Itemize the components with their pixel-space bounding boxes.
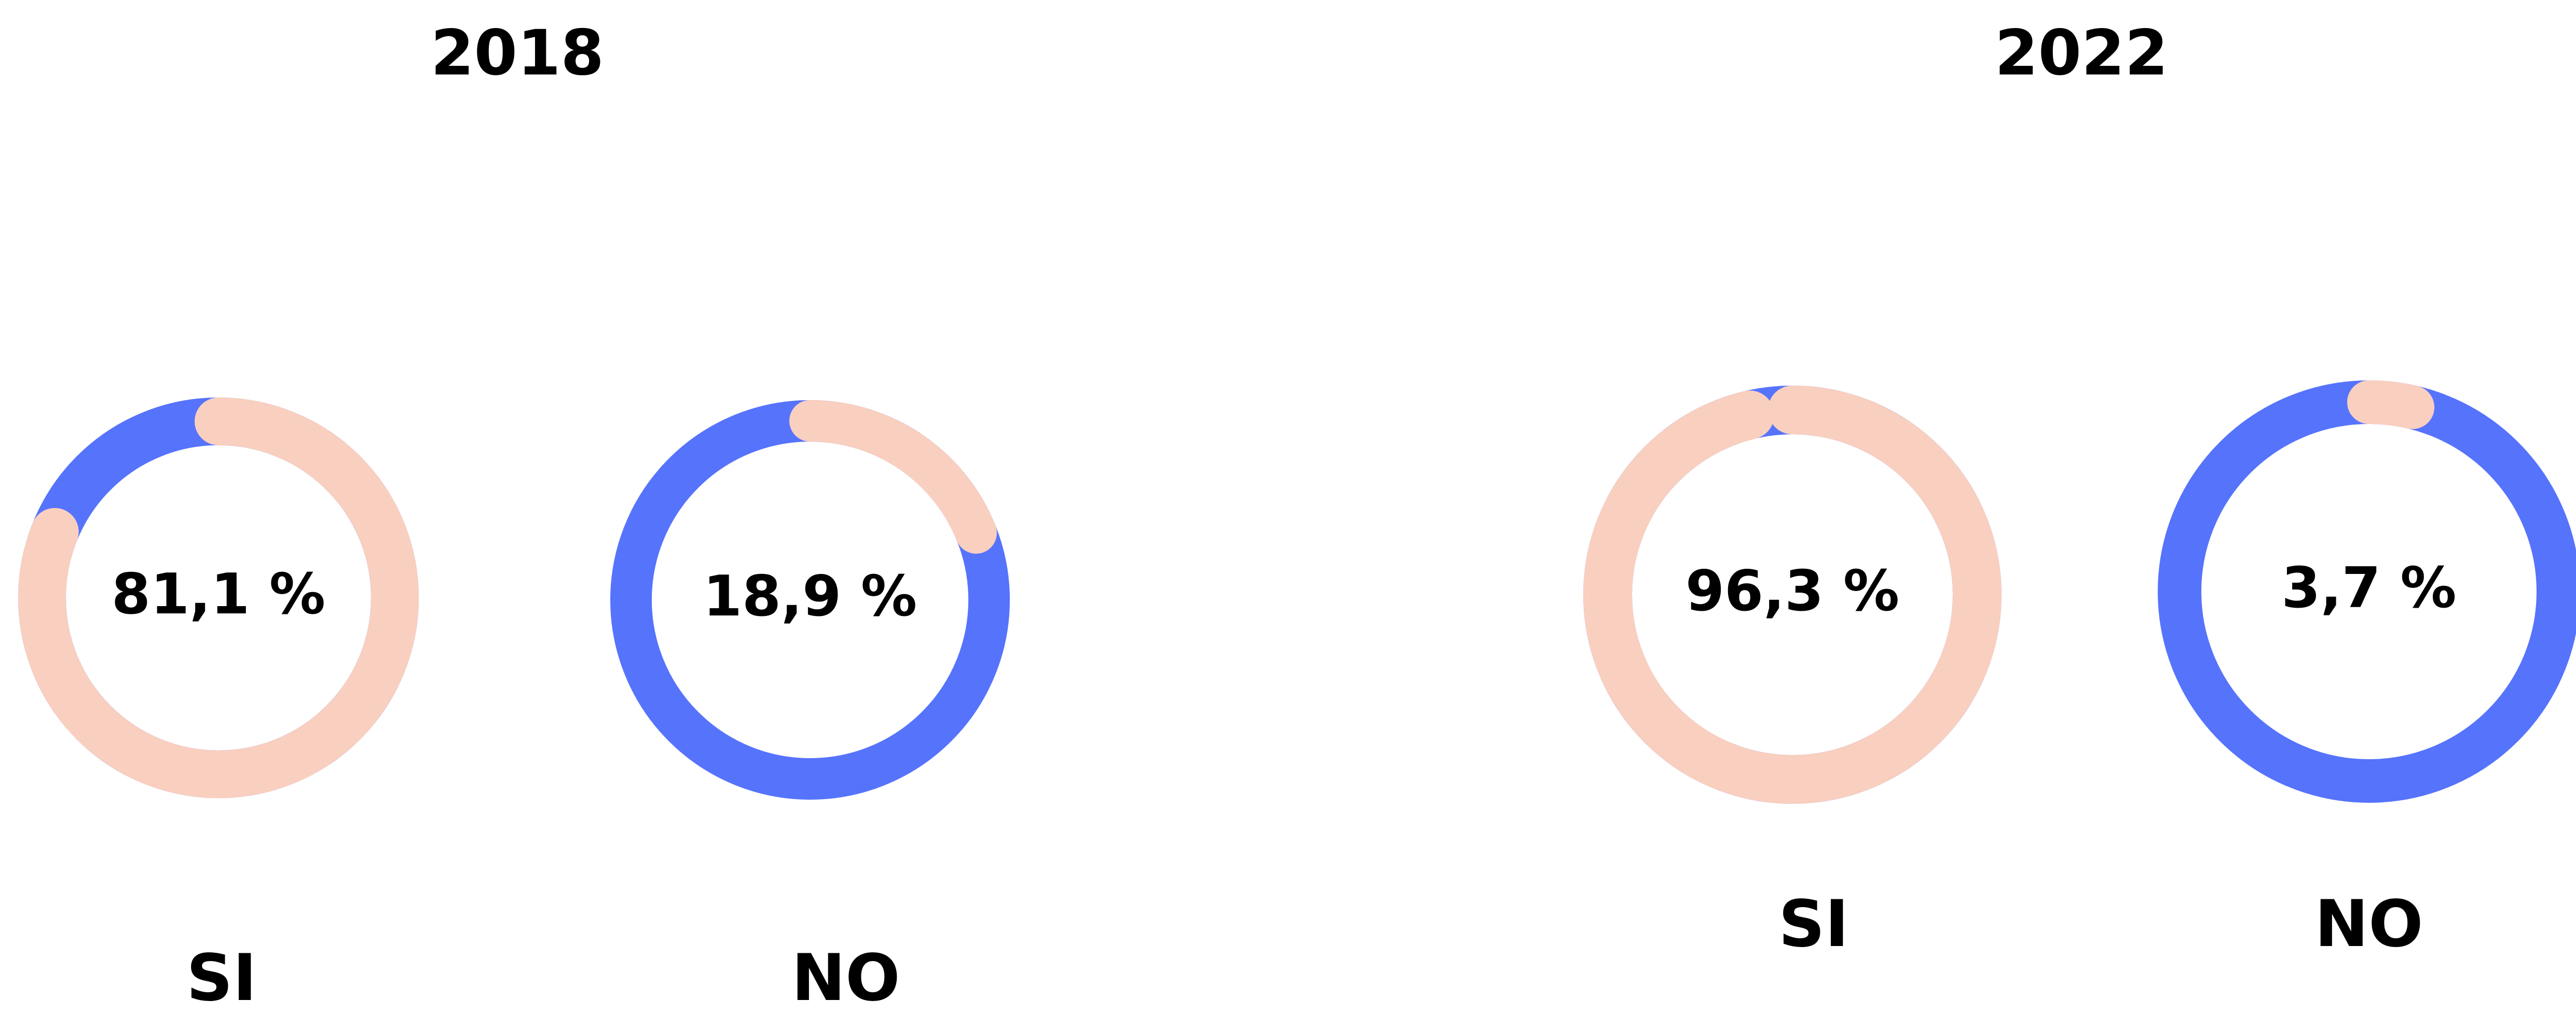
donut-value-label: 96,3 % [1686,559,1899,624]
donut-value-label: 3,7 % [2281,556,2456,621]
group-title: 2022 [1995,18,2168,90]
category-label: SI [1778,887,1848,962]
donut-arc [2347,380,2435,429]
category-label: NO [2314,887,2423,962]
donut-value-label: 81,1 % [112,562,325,627]
donut-arc [18,398,419,798]
category-label: NO [791,941,900,1014]
donut-value-label: 18,9 % [703,564,917,629]
donut-arc [789,400,997,554]
category-label: SI [186,941,256,1014]
donut-arc [1583,386,2002,804]
group-title: 2018 [431,18,604,90]
